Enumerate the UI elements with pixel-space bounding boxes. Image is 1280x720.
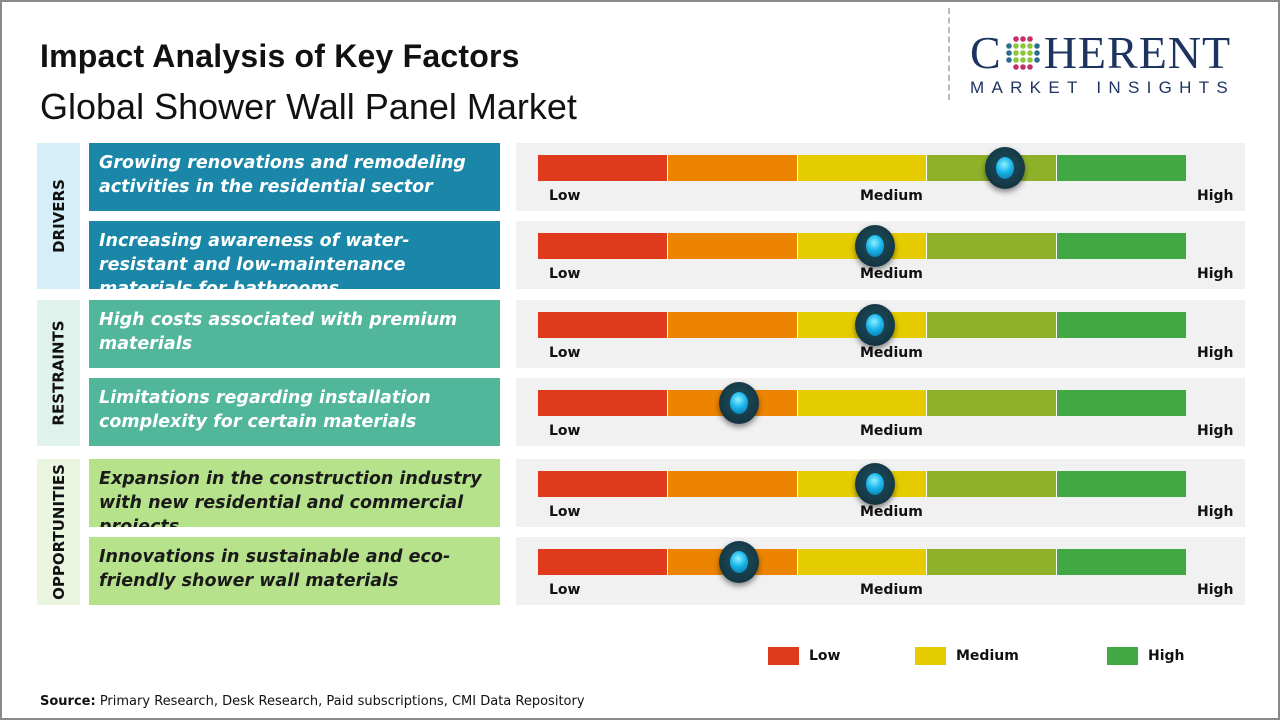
scale-segment [667,471,798,497]
source-note: Source: Primary Research, Desk Research,… [40,694,585,709]
gauge-label-low: Low [549,504,581,520]
impact-indicator-knob [854,225,895,267]
gauge-label-high: High [1197,266,1234,282]
group-label-opportunities: OPPORTUNITIES [37,459,80,605]
legend-label-high: High [1148,648,1185,664]
gauge-label-low: Low [549,345,581,361]
divider [948,8,950,100]
impact-scale-bar [538,549,1186,575]
gauge-label-medium: Medium [860,423,923,439]
scale-segment [797,155,928,181]
gauge-label-low: Low [549,266,581,282]
gauge-label-medium: Medium [860,504,923,520]
impact-scale-bar [538,471,1186,497]
scale-segment [538,390,668,416]
scale-segment [927,390,1058,416]
scale-segment [667,312,798,338]
gauge-label-low: Low [549,582,581,598]
impact-indicator-knob [984,147,1025,189]
legend-low: Low [768,647,840,665]
gauge-label-high: High [1197,423,1234,439]
impact-gauge: Low Medium High [516,537,1245,605]
scale-segment [538,471,668,497]
legend-label-low: Low [809,648,841,664]
scale-segment [538,233,668,259]
scale-segment [927,312,1058,338]
gauge-label-medium: Medium [860,582,923,598]
factor-box: Limitations regarding installation compl… [89,378,500,446]
coherent-logo: C HERENT MARKET INSIGHTS [970,30,1260,98]
gauge-label-medium: Medium [860,266,923,282]
impact-gauge: Low Medium High [516,378,1245,446]
logo-text-herent: HERENT [1043,27,1232,78]
scale-segment [927,233,1058,259]
scale-segment [1057,155,1186,181]
scale-segment [667,155,798,181]
gauge-label-medium: Medium [860,345,923,361]
globe-dots-icon [1005,36,1040,70]
scale-segment [538,312,668,338]
scale-segment [927,549,1058,575]
gauge-label-high: High [1197,582,1234,598]
legend-swatch-high [1107,647,1138,665]
group-label-text: OPPORTUNITIES [49,464,68,600]
legend-medium: Medium [915,647,1019,665]
page-subtitle: Global Shower Wall Panel Market [40,86,577,127]
scale-segment [538,155,668,181]
impact-indicator-knob [854,463,895,505]
gauge-label-high: High [1197,345,1234,361]
gauge-label-high: High [1197,504,1234,520]
impact-indicator-knob [854,304,895,346]
gauge-label-low: Low [549,423,581,439]
scale-segment [667,233,798,259]
factor-box: Increasing awareness of water-resistant … [89,221,500,289]
scale-segment [1057,233,1186,259]
source-label: Source: [40,694,96,709]
impact-gauge: Low Medium High [516,300,1245,368]
group-label-drivers: DRIVERS [37,143,80,289]
scale-segment [1057,312,1186,338]
impact-gauge: Low Medium High [516,143,1245,211]
scale-segment [1057,471,1186,497]
gauge-label-high: High [1197,188,1234,204]
source-text: Primary Research, Desk Research, Paid su… [95,694,585,709]
scale-segment [1057,390,1186,416]
legend-high: High [1107,647,1185,665]
factor-box: Innovations in sustainable and eco-frien… [89,537,500,605]
impact-gauge: Low Medium High [516,459,1245,527]
scale-segment [538,549,668,575]
logo-text-c: C [970,27,1002,78]
legend-swatch-medium [915,647,946,665]
logo-subtitle: MARKET INSIGHTS [970,78,1236,97]
scale-segment [927,471,1058,497]
legend-label-medium: Medium [956,648,1019,664]
legend-swatch-low [768,647,799,665]
page-title: Impact Analysis of Key Factors [40,38,520,74]
impact-scale-bar [538,390,1186,416]
scale-segment [797,549,928,575]
scale-segment [797,390,928,416]
gauge-label-medium: Medium [860,188,923,204]
group-label-text: RESTRAINTS [49,320,68,426]
impact-scale-bar [538,155,1186,181]
impact-indicator-knob [718,541,759,583]
scale-segment [1057,549,1186,575]
factor-box: Expansion in the construction industry w… [89,459,500,527]
gauge-label-low: Low [549,188,581,204]
group-label-restraints: RESTRAINTS [37,300,80,446]
factor-box: High costs associated with premium mater… [89,300,500,368]
impact-indicator-knob [718,382,759,424]
impact-gauge: Low Medium High [516,221,1245,289]
factor-box: Growing renovations and remodeling activ… [89,143,500,211]
group-label-text: DRIVERS [49,179,68,253]
